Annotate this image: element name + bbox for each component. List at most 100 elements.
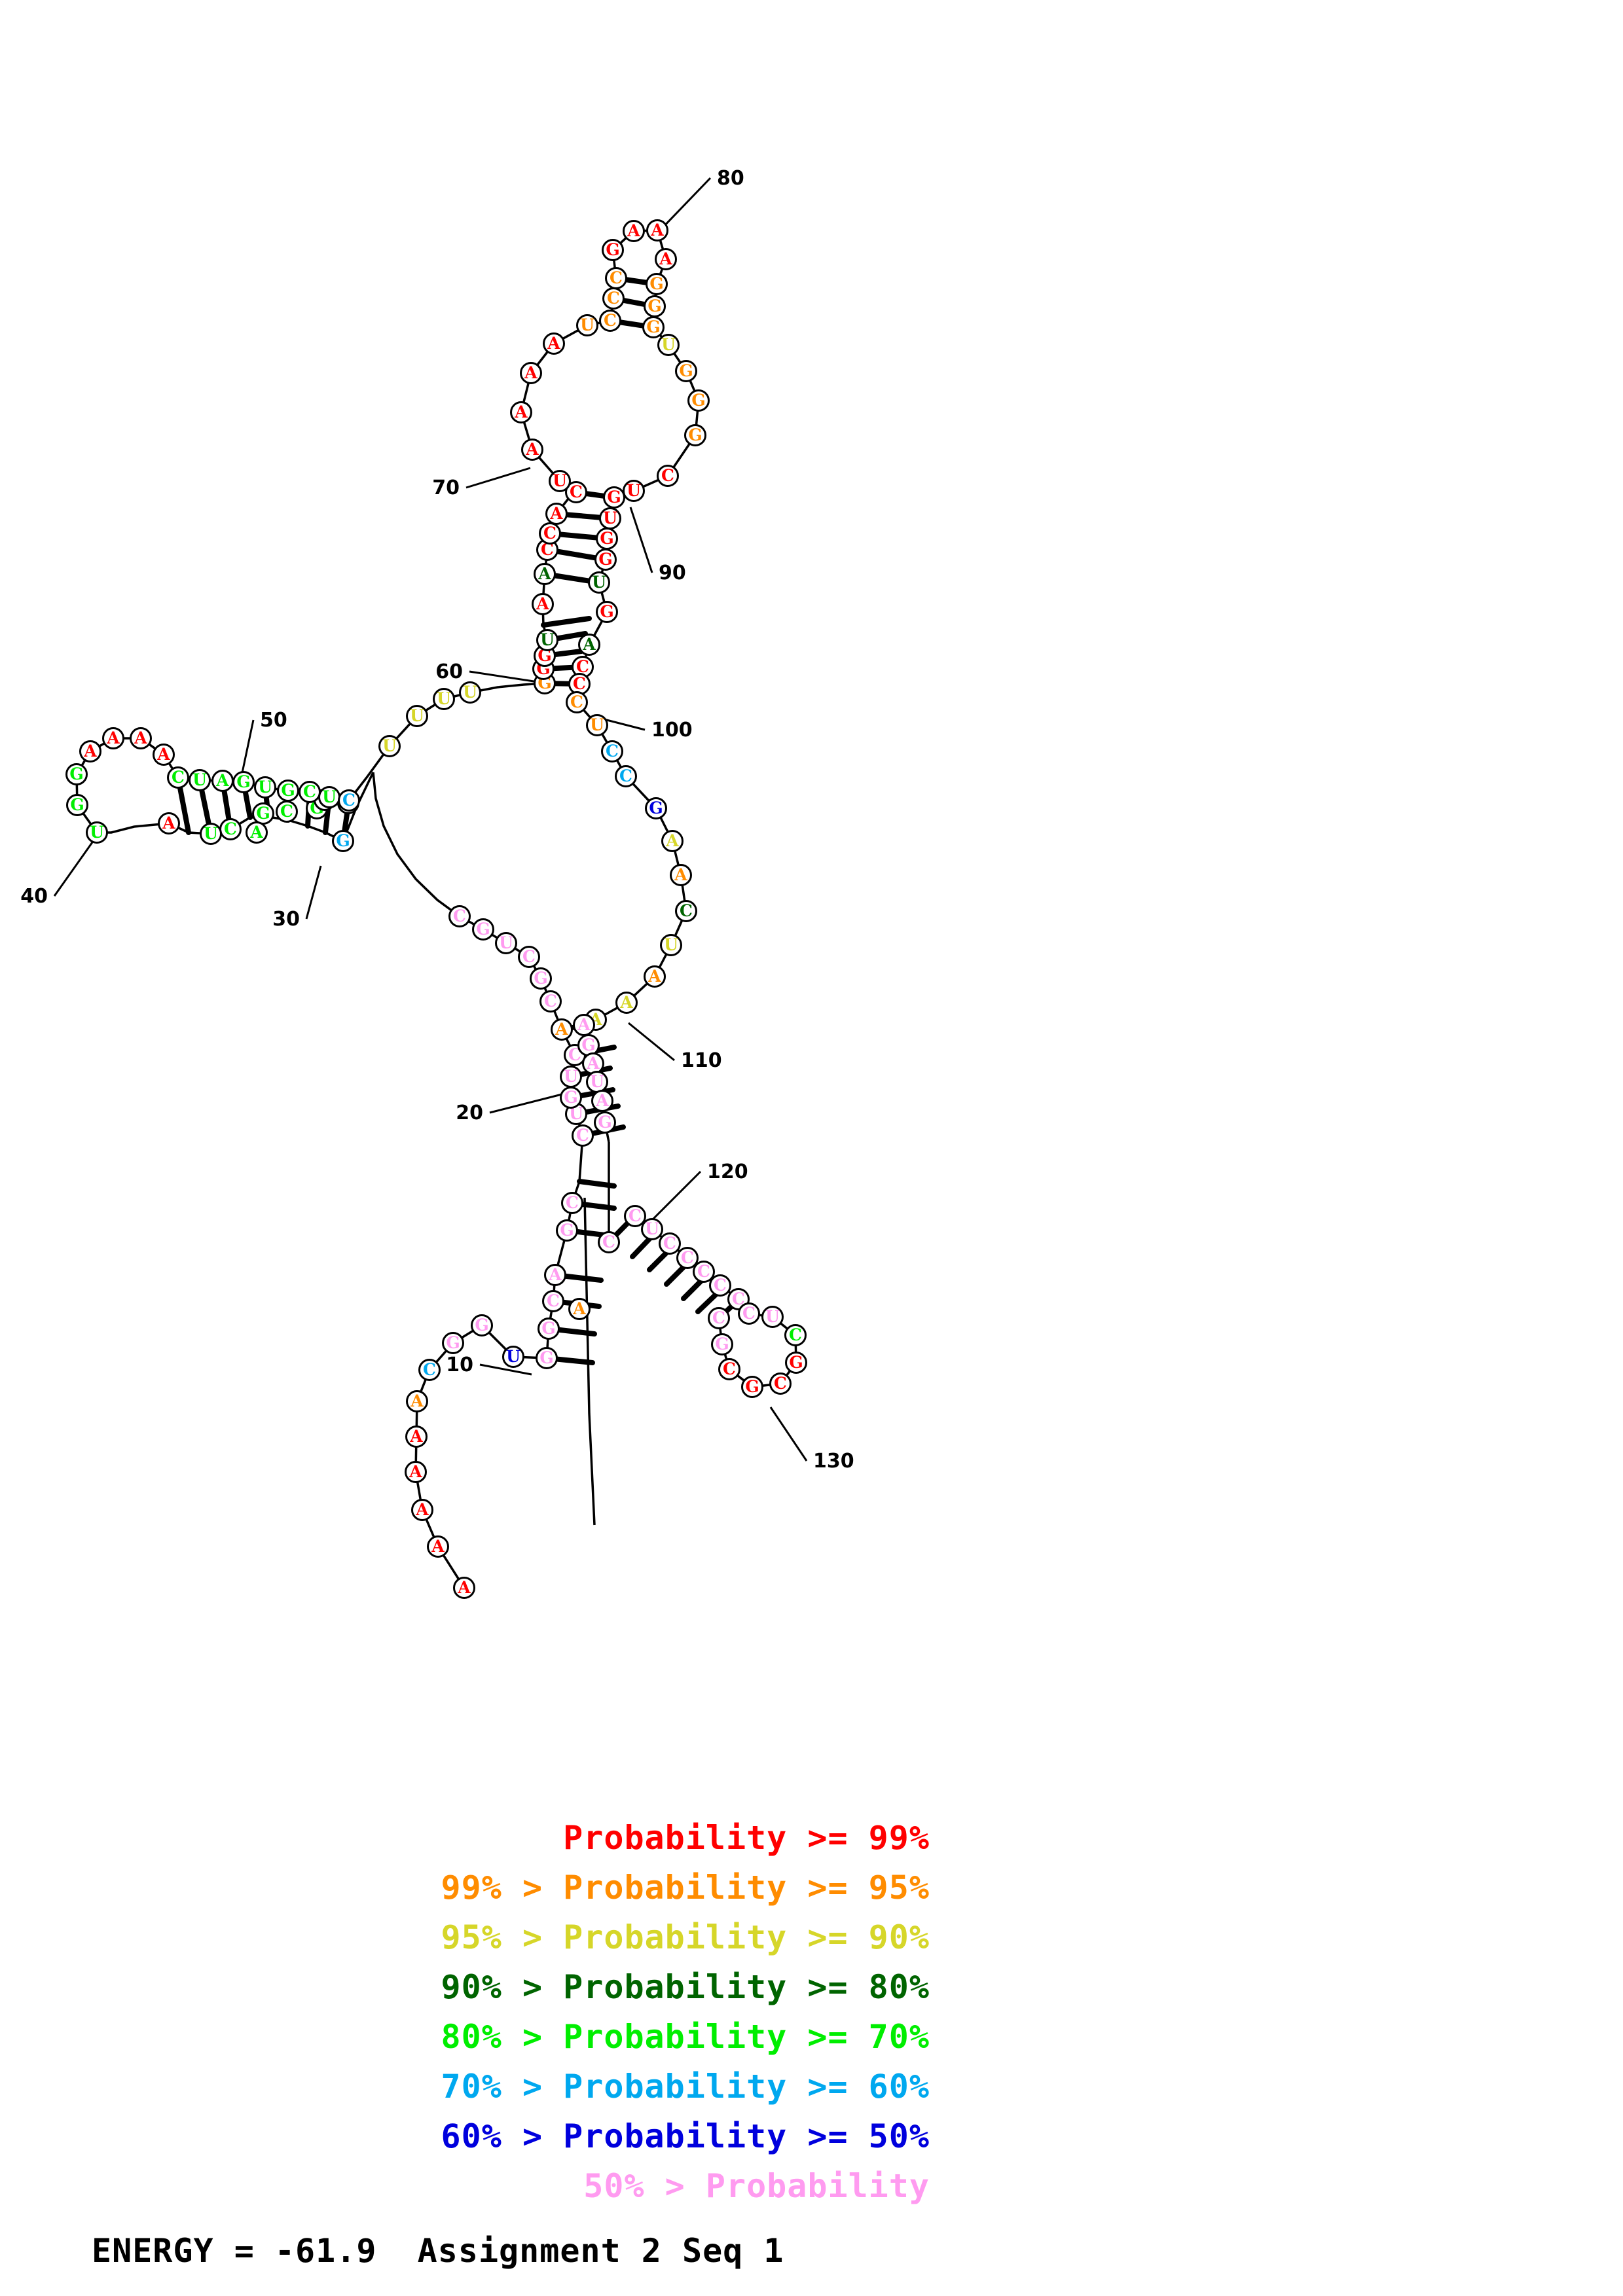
nucleotide-72: A [510,401,532,423]
nucleotide-22: C [564,1044,586,1066]
nucleotide-69: C [565,481,587,503]
nucleotide-circle [657,465,679,487]
nucleotide-base-letter: G [598,1113,611,1132]
nucleotide-base-letter: G [69,764,83,783]
nucleotide-circle [693,1261,715,1283]
nucleotide-base-letter: U [765,1307,780,1326]
nucleotide-base-letter: C [714,1276,727,1295]
nucleotide-47: C [167,766,189,789]
nucleotide-66: C [536,539,558,561]
nucleotide-117: A [591,1090,613,1112]
nucleotide-base-letter: C [606,742,619,761]
nucleotide-circle [232,771,255,793]
nucleotide-circle [769,1372,792,1395]
nucleotide-circle [646,219,668,242]
nucleotide-base-letter: C [774,1374,787,1393]
nucleotide-base-letter: C [423,1360,436,1379]
legend-row-2: 95% > Probability >= 90% [441,1918,930,1956]
nucleotide-64: A [532,593,554,615]
probability-legend: Probability >= 99% 99% > Probability >= 9… [0,1813,930,2211]
nucleotide-base-letter: G [745,1377,759,1396]
nucleotide-circle [254,776,276,798]
nucleotide-24: C [539,990,562,1013]
position-label-60: 60 [435,660,463,683]
nucleotide-56: U [378,735,401,757]
nucleotide-90: C [657,465,679,487]
nucleotide-base-letter: C [570,692,583,711]
nucleotide-109: U [660,934,682,956]
nucleotide-44: A [102,727,124,749]
nucleotide-9: G [471,1314,493,1336]
nucleotide-base-letter: G [607,488,621,507]
nucleotide-circle [544,1264,566,1286]
nucleotide-circle [332,830,354,852]
nucleotide-circle [530,967,552,990]
nucleotide-base-letter: A [547,334,560,353]
legend-row-1: 99% > Probability >= 95% [441,1869,930,1907]
nucleotide-circle [246,821,268,844]
nucleotide-circle [406,705,428,727]
nucleotide-base-letter: C [663,1234,676,1253]
nucleotide-circle [586,714,608,736]
nucleotide-base-letter: C [723,1359,736,1378]
nucleotide-base-letter: G [560,1221,574,1240]
nucleotide-circle [602,239,624,261]
nucleotide-circle [738,1302,760,1325]
nucleotide-base-letter: G [649,798,663,817]
nucleotide-base-letter: A [156,745,170,764]
nucleotide-base-letter: C [568,1045,581,1064]
position-leader-line-30 [305,865,322,920]
nucleotide-37: C [219,818,242,840]
nucleotide-130: G [785,1352,807,1374]
nucleotide-84: G [644,295,666,317]
nucleotide-15: G [556,1219,578,1242]
nucleotide-base-letter: A [525,440,539,459]
nucleotide-45: A [130,727,152,749]
nucleotide-104: C [615,765,637,787]
nucleotide-base-letter: A [134,728,147,747]
nucleotide-circle [472,918,494,941]
nucleotide-13: C [542,1290,564,1312]
nucleotide-131: C [769,1372,792,1395]
nucleotide-circle [566,691,588,713]
nucleotide-circle [718,1358,740,1380]
nucleotide-base-letter: C [576,1126,589,1145]
nucleotide-base-letter: A [431,1537,445,1556]
nucleotide-41: G [66,794,88,816]
nucleotide-circle [655,248,677,270]
nucleotide-base-letter: U [90,823,104,842]
nucleotide-base-letter: C [453,906,466,925]
nucleotide-36: A [246,821,268,844]
nucleotide-128: U [761,1306,784,1328]
nucleotide-103: C [601,740,623,762]
nucleotide-82: A [655,248,677,270]
nucleotide-74: A [543,332,565,355]
nucleotide-base-letter: G [581,1035,595,1054]
nucleotide-circle [785,1352,807,1374]
nucleotide-circle [675,360,697,382]
nucleotide-base-letter: A [536,594,549,613]
nucleotide-95: G [594,548,617,571]
nucleotide-120: C [624,1205,646,1227]
nucleotide-base-letter: C [680,901,693,920]
legend-row-0: Probability >= 99% [563,1819,930,1857]
nucleotide-51: U [254,776,276,798]
nucleotide-circle [427,1535,449,1558]
position-label-80: 80 [717,167,744,190]
nucleotide-base-letter: A [410,1391,424,1410]
nucleotide-base-letter: A [249,823,263,842]
nucleotide-circle [598,1231,620,1253]
nucleotide-circle [502,1346,524,1368]
nucleotide-circle [167,766,189,789]
nucleotide-base-letter: U [506,1347,520,1366]
nucleotide-circle [624,1205,646,1227]
nucleotide-114: G [577,1034,600,1056]
legend-row-3: 90% > Probability >= 80% [441,1968,930,2006]
nucleotide-base-letter: C [280,802,293,821]
nucleotide-circle [65,763,88,785]
nucleotide-circle [545,503,568,525]
nucleotide-base-letter: C [697,1262,710,1281]
nucleotide-circle [588,571,610,594]
nucleotide-circle [406,1390,428,1412]
nucleotide-circle [130,727,152,749]
